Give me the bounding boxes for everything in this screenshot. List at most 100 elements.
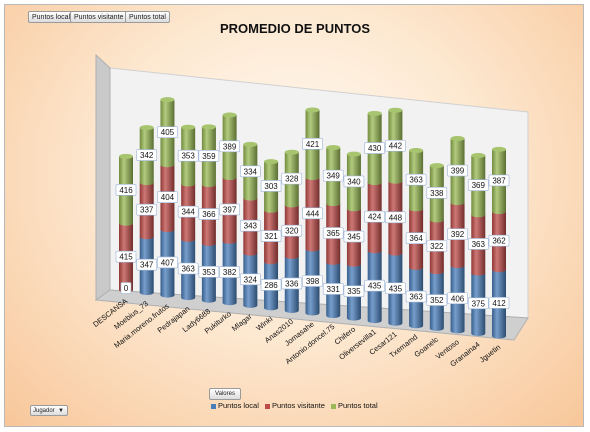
data-label-box	[385, 282, 406, 295]
data-label: 363	[181, 264, 195, 273]
data-label-box	[115, 184, 137, 196]
legend-item-visitante: Puntos visitante	[264, 401, 325, 410]
data-label-box	[426, 240, 448, 252]
data-label-box	[115, 250, 137, 263]
data-label: 331	[327, 285, 341, 294]
data-label-box	[447, 228, 468, 240]
data-label-box	[343, 175, 365, 188]
data-label: 392	[451, 230, 465, 239]
bar-segment-top	[492, 146, 506, 152]
data-label-box	[240, 219, 261, 232]
data-label: 286	[264, 281, 278, 290]
data-label-box	[364, 279, 385, 292]
data-label: 345	[347, 233, 361, 242]
data-label-box	[405, 232, 427, 244]
data-label-box	[120, 282, 132, 294]
chart-title: PROMEDIO DE PUNTOS	[219, 21, 370, 36]
data-label-box	[467, 238, 489, 250]
data-label-box	[467, 297, 489, 310]
bar-segment-top	[450, 135, 465, 141]
data-label: 407	[161, 258, 175, 267]
data-label-box	[426, 294, 448, 306]
data-label: 397	[223, 205, 237, 214]
data-label-box	[219, 266, 240, 278]
data-label: 353	[202, 268, 216, 277]
data-label-box	[385, 211, 406, 224]
legend: Puntos local Puntos visitante Puntos tot…	[211, 401, 382, 410]
chevron-down-icon: ▼	[58, 408, 64, 414]
data-label-box	[488, 174, 510, 187]
data-label-box	[405, 173, 427, 186]
data-label: 337	[140, 206, 154, 215]
data-label-box	[426, 187, 448, 199]
data-label: 366	[202, 210, 216, 219]
data-label: 344	[181, 208, 195, 217]
data-label: 398	[306, 277, 320, 286]
data-label-box	[302, 138, 323, 150]
data-label: 416	[119, 186, 133, 195]
column-Ventoso	[450, 135, 465, 334]
bar-segment-top	[429, 163, 444, 169]
data-label: 336	[285, 279, 299, 288]
data-label-box	[136, 258, 158, 271]
data-label: 352	[430, 296, 444, 305]
data-label-box	[447, 292, 468, 305]
bar-segment-top	[284, 149, 299, 155]
data-label: 375	[472, 299, 486, 308]
bar-segment-top	[264, 159, 279, 165]
data-label-box	[322, 169, 344, 182]
bar-segment-top	[326, 145, 341, 151]
data-label: 424	[368, 213, 382, 222]
bar-segment-top	[160, 97, 175, 103]
data-label: 364	[409, 234, 423, 243]
data-label: 303	[264, 182, 278, 191]
field-button-puntos-total[interactable]: Puntos total	[125, 11, 170, 23]
data-label: 353	[181, 152, 195, 161]
data-label: 338	[430, 189, 444, 198]
data-label-box	[281, 172, 303, 185]
data-label-box	[385, 139, 406, 152]
data-label: 369	[472, 181, 486, 190]
data-label: 389	[223, 142, 237, 151]
data-label-box	[198, 266, 220, 278]
data-label: 0	[124, 284, 129, 293]
jugador-dropdown[interactable]: Jugador ▼	[30, 405, 68, 416]
data-label-box	[260, 180, 282, 192]
legend-swatch-visitante	[264, 403, 270, 409]
legend-item-local: Puntos local	[211, 401, 259, 410]
legend-swatch-total	[331, 403, 336, 409]
data-label-box	[343, 230, 365, 243]
data-label: 435	[389, 284, 403, 293]
data-label-box	[364, 210, 385, 223]
data-label: 328	[285, 175, 299, 184]
data-label-box	[302, 207, 323, 220]
data-label-box	[322, 283, 344, 295]
data-label-box	[198, 149, 220, 162]
bar-segment-top	[222, 112, 237, 118]
data-label-box	[240, 273, 261, 286]
data-label: 399	[451, 167, 465, 176]
data-label-box	[136, 203, 158, 216]
side-wall	[95, 53, 111, 301]
data-label: 387	[492, 176, 506, 185]
data-label: 421	[306, 140, 320, 149]
data-label-box	[281, 277, 303, 290]
bar-segment-top	[139, 125, 154, 131]
data-label-box	[488, 234, 510, 247]
category-label: Jguetin	[478, 342, 503, 364]
data-label-box	[467, 179, 489, 191]
data-label-box	[136, 149, 158, 161]
legend-item-total: Puntos total	[331, 401, 378, 410]
data-label-box	[177, 262, 199, 275]
data-label: 342	[140, 151, 154, 160]
values-field-button[interactable]: Valores	[209, 388, 241, 400]
data-label-box	[281, 224, 303, 237]
bar-segment-top	[119, 153, 133, 159]
data-label: 444	[306, 209, 320, 218]
data-label-box	[219, 140, 240, 153]
legend-label-total: Puntos total	[338, 401, 378, 410]
bar-segment-top	[409, 148, 424, 154]
data-label-box	[260, 279, 282, 291]
data-label-box	[302, 275, 323, 287]
data-label-box	[322, 227, 344, 239]
